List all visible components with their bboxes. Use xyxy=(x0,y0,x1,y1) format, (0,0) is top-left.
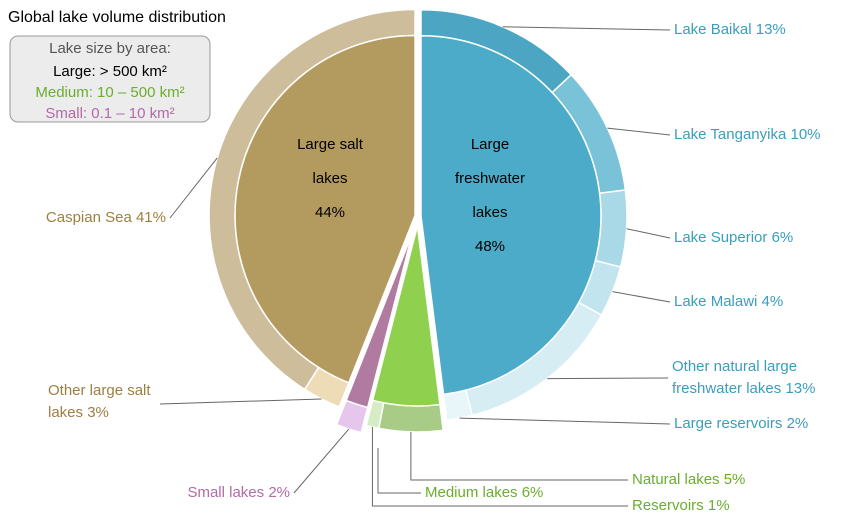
leader-line xyxy=(607,127,671,136)
segment-name: Small lakes xyxy=(187,484,264,501)
segment-value: 41% xyxy=(136,209,166,226)
inner-wedge xyxy=(371,225,441,407)
segment-label: Lake Baikal 13% xyxy=(674,21,786,38)
segment-name: Lake Superior xyxy=(674,229,767,246)
segment-value: 3% xyxy=(87,404,109,421)
leader-line xyxy=(547,377,669,380)
segment-label-box: Other natural large freshwater lakes 13% xyxy=(672,356,858,400)
chart-title: Global lake volume distribution xyxy=(8,9,226,26)
segment-value: 6% xyxy=(772,229,794,246)
segment-name: Lake Baikal xyxy=(674,21,752,38)
segment-label: Small lakes 2% xyxy=(187,484,290,501)
segment-name: Reservoirs xyxy=(632,497,704,514)
segment-name: Lake Tanganyika xyxy=(674,126,787,143)
segment-value: 5% xyxy=(724,471,746,488)
segment-label: Lake Superior 6% xyxy=(674,229,793,246)
inner-label-box: Large salt lakes 44% xyxy=(297,136,363,221)
segment-label: Lake Malawi 4% xyxy=(674,293,783,310)
leader-line xyxy=(612,291,671,303)
inner-wedge xyxy=(234,34,416,384)
segment-label: Caspian Sea 41% xyxy=(46,209,166,226)
segment-value: 13% xyxy=(756,21,786,38)
segment-value: 1% xyxy=(708,497,730,514)
segment-label: Lake Tanganyika 10% xyxy=(674,126,821,143)
inner-value: 48% xyxy=(474,238,506,255)
leader-line xyxy=(502,26,671,31)
segment-label-box: Other large salt lakes 3% xyxy=(48,380,168,424)
leader-line xyxy=(293,428,350,494)
segment-label: Other large salt lakes 3% xyxy=(48,380,168,424)
segment-value: 6% xyxy=(522,484,544,501)
leader-line xyxy=(626,228,671,239)
segment-value: 2% xyxy=(787,415,809,432)
leader-line xyxy=(410,431,628,481)
segment-name: Caspian Sea xyxy=(46,209,133,226)
inner-wedge xyxy=(345,232,414,409)
inner-value: 44% xyxy=(314,204,346,221)
segment-name: Other natural large freshwater lakes xyxy=(672,358,798,397)
inner-label-box: Large freshwater lakes 48% xyxy=(454,136,526,255)
segment-label: Natural lakes 5% xyxy=(632,471,745,488)
segment-label: Reservoirs 1% xyxy=(632,497,730,514)
segment-label: Medium lakes 6% xyxy=(425,484,543,501)
leader-line xyxy=(159,398,322,405)
segment-label: Other natural large freshwater lakes 13% xyxy=(672,356,858,400)
segment-label: Large reservoirs 2% xyxy=(674,415,808,432)
segment-name: Medium lakes xyxy=(425,484,518,501)
legend-item: Medium: 10 – 500 km² xyxy=(35,84,184,101)
inner-wedge xyxy=(420,35,602,396)
segment-name: Lake Malawi xyxy=(674,293,757,310)
leader-line xyxy=(459,417,671,425)
segment-value: 2% xyxy=(268,484,290,501)
inner-name: Large freshwater lakes xyxy=(454,136,526,221)
segment-name: Other large salt lakes xyxy=(48,382,151,421)
segment-name: Large reservoirs xyxy=(674,415,782,432)
legend-item: Small: 0.1 – 10 km² xyxy=(45,105,174,122)
legend-item: Large: > 500 km² xyxy=(53,63,167,80)
leader-line xyxy=(371,427,628,507)
leader-line xyxy=(377,448,421,494)
legend-title: Lake size by area: xyxy=(49,40,171,57)
leader-line xyxy=(169,157,218,219)
segment-value: 4% xyxy=(762,293,784,310)
segment-value: 10% xyxy=(790,126,820,143)
outer-segment xyxy=(377,401,445,433)
segment-name: Natural lakes xyxy=(632,471,720,488)
segment-value: 13% xyxy=(785,380,816,397)
legend-box xyxy=(9,35,211,123)
inner-name: Large salt lakes xyxy=(297,136,363,187)
